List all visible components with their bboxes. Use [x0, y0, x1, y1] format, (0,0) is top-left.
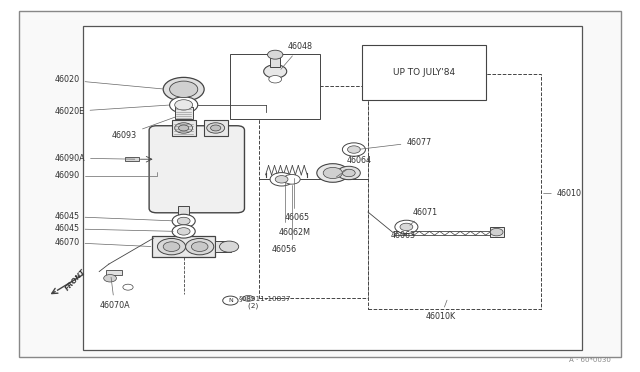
Text: 46045: 46045: [54, 212, 173, 221]
Circle shape: [179, 125, 189, 131]
Text: 46062M: 46062M: [278, 182, 310, 237]
Text: 46077: 46077: [360, 138, 431, 149]
FancyBboxPatch shape: [149, 126, 244, 213]
Circle shape: [223, 296, 238, 305]
Circle shape: [163, 242, 180, 251]
Bar: [106, 270, 122, 275]
Circle shape: [170, 81, 198, 97]
Circle shape: [175, 100, 193, 110]
Bar: [204, 120, 228, 136]
Circle shape: [264, 65, 287, 78]
Circle shape: [172, 225, 195, 238]
Circle shape: [270, 173, 293, 186]
Circle shape: [400, 223, 413, 231]
Circle shape: [191, 242, 208, 251]
Circle shape: [186, 238, 214, 255]
Circle shape: [172, 214, 195, 228]
Circle shape: [177, 217, 190, 225]
Circle shape: [104, 275, 116, 282]
Circle shape: [275, 176, 288, 183]
Bar: [215, 241, 231, 252]
Circle shape: [348, 146, 360, 153]
Circle shape: [177, 228, 190, 235]
Text: 46090A: 46090A: [54, 154, 135, 163]
Circle shape: [268, 50, 283, 59]
Bar: [368, 74, 541, 309]
Text: N: N: [228, 298, 233, 303]
Circle shape: [269, 76, 282, 83]
Text: 46048: 46048: [281, 42, 313, 69]
Text: 46010: 46010: [543, 189, 582, 198]
Bar: [175, 107, 193, 119]
Bar: [259, 86, 368, 298]
Circle shape: [220, 241, 239, 252]
Circle shape: [342, 143, 365, 156]
Text: 46064: 46064: [337, 156, 372, 177]
Bar: [178, 206, 189, 215]
Circle shape: [163, 77, 204, 101]
Circle shape: [157, 238, 186, 255]
Circle shape: [395, 220, 418, 234]
Bar: [83, 26, 582, 350]
Text: A · 60*0030: A · 60*0030: [570, 357, 611, 363]
Text: §08911-10837
    (2): §08911-10837 (2): [239, 295, 291, 309]
Text: 46093: 46093: [112, 117, 175, 140]
Text: FRONT: FRONT: [64, 268, 87, 292]
Circle shape: [317, 164, 349, 182]
Circle shape: [337, 166, 360, 180]
Circle shape: [342, 169, 355, 177]
Text: 46045: 46045: [54, 224, 173, 233]
Bar: [270, 57, 280, 67]
Circle shape: [175, 123, 193, 133]
Circle shape: [243, 295, 253, 301]
Text: 46056: 46056: [272, 185, 297, 254]
Circle shape: [123, 284, 133, 290]
Bar: [490, 227, 504, 237]
Text: 46020E: 46020E: [54, 105, 169, 116]
Circle shape: [211, 125, 221, 131]
Bar: [172, 120, 196, 136]
Text: 46070: 46070: [54, 238, 151, 247]
Text: UP TO JULY'84: UP TO JULY'84: [393, 68, 455, 77]
Bar: [125, 157, 139, 161]
Bar: [180, 219, 188, 232]
Text: 46071: 46071: [410, 208, 438, 225]
Circle shape: [323, 167, 342, 179]
Text: 46070A: 46070A: [99, 277, 130, 310]
Circle shape: [490, 228, 503, 236]
Text: 46010K: 46010K: [426, 300, 456, 321]
Bar: [362, 45, 486, 100]
Text: 46020: 46020: [54, 76, 164, 89]
Bar: [152, 236, 215, 257]
Bar: [230, 54, 320, 119]
Text: 46063: 46063: [390, 231, 415, 240]
Circle shape: [170, 97, 198, 113]
Text: 46090: 46090: [54, 171, 157, 180]
Circle shape: [284, 174, 300, 184]
Text: 46065: 46065: [285, 177, 310, 222]
Circle shape: [207, 123, 225, 133]
